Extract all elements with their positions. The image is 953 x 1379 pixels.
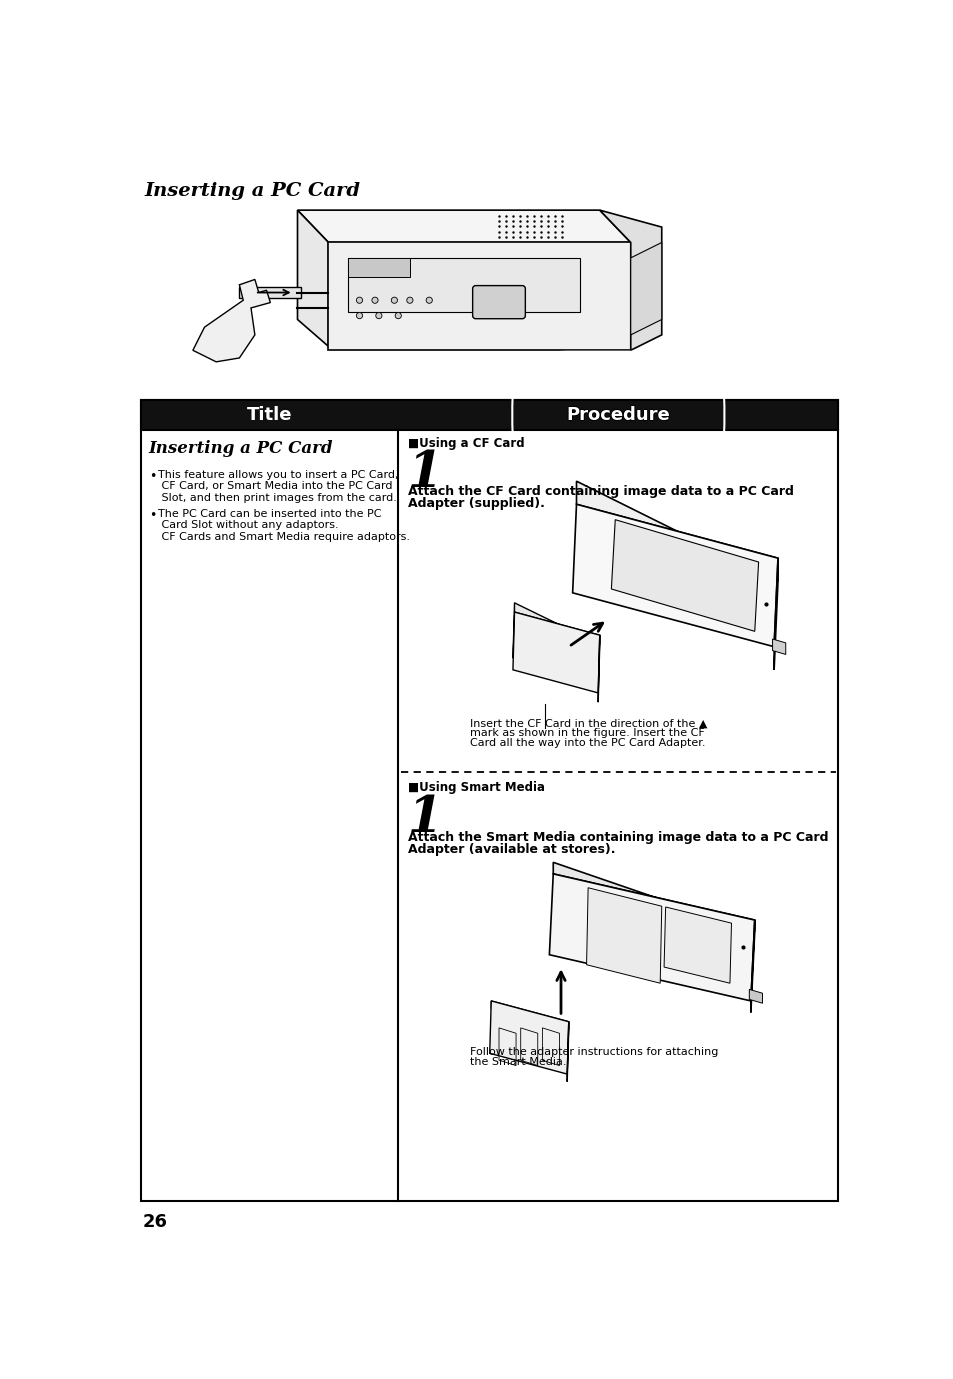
Text: Inserting a PC Card: Inserting a PC Card <box>149 440 333 458</box>
Text: Attach the Smart Media containing image data to a PC Card: Attach the Smart Media containing image … <box>407 830 827 844</box>
Text: The PC Card can be inserted into the PC: The PC Card can be inserted into the PC <box>158 509 381 519</box>
Text: Procedure: Procedure <box>566 405 670 423</box>
Polygon shape <box>489 1001 568 1074</box>
Text: Procedure: Procedure <box>567 405 670 423</box>
Text: 1: 1 <box>407 794 442 843</box>
Polygon shape <box>663 907 731 983</box>
Circle shape <box>426 296 432 303</box>
FancyBboxPatch shape <box>472 285 525 319</box>
Text: Insert the CF Card in the direction of the ▲: Insert the CF Card in the direction of t… <box>469 718 706 728</box>
Bar <box>141 400 838 1201</box>
Text: mark as shown in the figure. Insert the CF: mark as shown in the figure. Insert the … <box>469 728 703 738</box>
Polygon shape <box>773 558 778 670</box>
Circle shape <box>395 313 401 319</box>
Polygon shape <box>328 243 630 350</box>
Text: Follow the adapter instructions for attaching: Follow the adapter instructions for atta… <box>469 1047 718 1058</box>
Text: Title: Title <box>247 405 292 423</box>
Text: Procedure: Procedure <box>566 407 670 425</box>
Text: Adapter (available at stores).: Adapter (available at stores). <box>407 843 615 856</box>
Polygon shape <box>514 603 599 644</box>
Text: CF Cards and Smart Media require adaptors.: CF Cards and Smart Media require adaptor… <box>158 532 410 542</box>
Text: Inserting a PC Card: Inserting a PC Card <box>144 182 359 200</box>
Text: the Smart Media.: the Smart Media. <box>469 1058 565 1067</box>
Polygon shape <box>572 505 778 647</box>
Polygon shape <box>611 520 758 632</box>
Polygon shape <box>239 287 301 298</box>
Circle shape <box>372 296 377 303</box>
Text: CF Card, or Smart Media into the PC Card: CF Card, or Smart Media into the PC Card <box>158 481 392 491</box>
Text: •: • <box>149 470 156 483</box>
Polygon shape <box>772 638 785 655</box>
Circle shape <box>356 296 362 303</box>
Text: Procedure: Procedure <box>566 405 670 423</box>
Polygon shape <box>598 636 599 702</box>
Polygon shape <box>748 989 761 1004</box>
Polygon shape <box>576 481 778 582</box>
Text: Procedure: Procedure <box>565 405 669 423</box>
Bar <box>348 258 410 277</box>
Polygon shape <box>297 210 328 346</box>
Text: Attach the CF Card containing image data to a PC Card: Attach the CF Card containing image data… <box>407 485 793 498</box>
Polygon shape <box>193 280 270 361</box>
Polygon shape <box>491 1001 568 1029</box>
Text: 26: 26 <box>142 1212 168 1230</box>
Bar <box>141 400 838 430</box>
Polygon shape <box>599 210 661 350</box>
Polygon shape <box>567 1022 568 1081</box>
Circle shape <box>406 296 413 303</box>
Text: This feature allows you to insert a PC Card,: This feature allows you to insert a PC C… <box>158 470 398 480</box>
Polygon shape <box>630 243 661 335</box>
Text: •: • <box>149 509 156 521</box>
Polygon shape <box>553 862 754 932</box>
Circle shape <box>356 313 362 319</box>
Polygon shape <box>297 210 630 243</box>
Polygon shape <box>750 920 754 1012</box>
Text: ■Using Smart Media: ■Using Smart Media <box>407 782 544 794</box>
Bar <box>348 258 579 312</box>
Circle shape <box>375 313 381 319</box>
Text: Card Slot without any adaptors.: Card Slot without any adaptors. <box>158 520 338 531</box>
Polygon shape <box>513 612 599 692</box>
Text: Slot, and then print images from the card.: Slot, and then print images from the car… <box>158 492 396 503</box>
Polygon shape <box>549 874 754 1001</box>
Text: Card all the way into the PC Card Adapter.: Card all the way into the PC Card Adapte… <box>469 738 704 749</box>
Polygon shape <box>513 603 514 658</box>
Text: Adapter (supplied).: Adapter (supplied). <box>407 498 544 510</box>
Polygon shape <box>586 888 661 983</box>
Text: 1: 1 <box>407 448 442 498</box>
Circle shape <box>391 296 397 303</box>
Text: ■Using a CF Card: ■Using a CF Card <box>407 437 523 451</box>
